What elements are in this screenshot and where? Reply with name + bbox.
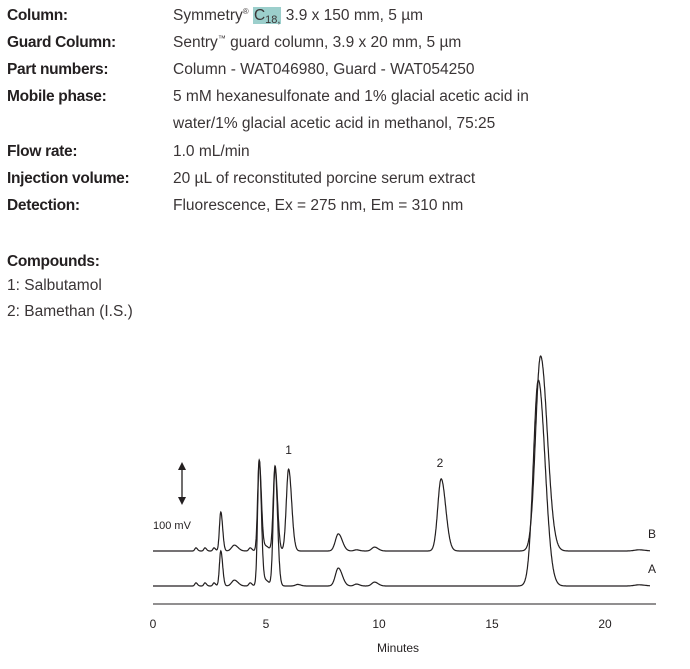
subscript: 18, <box>265 14 281 26</box>
series-label-b: B <box>648 527 656 541</box>
condition-value: Fluorescence, Ex = 275 nm, Em = 310 nm <box>173 197 464 214</box>
condition-value: Column - WAT046980, Guard - WAT054250 <box>173 61 475 78</box>
condition-label: Column: <box>7 7 68 24</box>
compound-item: 1: Salbutamol <box>7 277 102 294</box>
condition-label: Detection: <box>7 197 80 214</box>
condition-value: 5 mM hexanesulfonate and 1% glacial acet… <box>173 88 529 105</box>
series-label-a: A <box>648 562 656 576</box>
condition-label: Injection volume: <box>7 170 130 187</box>
condition-value: Sentry™ guard column, 3.9 x 20 mm, 5 µm <box>173 33 461 53</box>
scale-bar-label: 100 mV <box>153 520 192 532</box>
x-tick-label: 20 <box>598 617 612 631</box>
condition-label: Flow rate: <box>7 143 78 160</box>
highlighted-text: C18, <box>252 7 282 26</box>
trace-a <box>153 379 650 587</box>
x-axis-label: Minutes <box>377 641 419 655</box>
value-text: guard column, 3.9 x 20 mm, 5 µm <box>225 34 462 51</box>
value-text: Symmetry <box>173 7 243 24</box>
condition-label: Mobile phase: <box>7 88 107 105</box>
compound-item: 2: Bamethan (I.S.) <box>7 303 133 320</box>
condition-value-line2: water/1% glacial acetic acid in methanol… <box>173 115 496 132</box>
condition-value: Symmetry® C18, 3.9 x 150 mm, 5 µm <box>173 6 423 26</box>
trace-b <box>153 355 650 552</box>
condition-value: 20 µL of reconstituted porcine serum ext… <box>173 170 476 187</box>
arrow-down-icon <box>178 497 186 505</box>
peak-label-2: 2 <box>437 456 444 470</box>
condition-label: Part numbers: <box>7 61 109 78</box>
arrow-up-icon <box>178 462 186 470</box>
condition-label: Guard Column: <box>7 34 116 51</box>
x-tick-label: 10 <box>372 617 386 631</box>
registered-mark: ® <box>242 7 249 16</box>
value-text: C <box>253 7 266 24</box>
x-tick-label: 0 <box>150 617 157 631</box>
x-tick-label: 15 <box>485 617 499 631</box>
condition-value: 1.0 mL/min <box>173 143 250 160</box>
trademark: ™ <box>217 34 226 43</box>
value-text: Sentry <box>173 34 218 51</box>
x-tick-label: 5 <box>263 617 270 631</box>
scale-bar: 100 mV <box>153 462 192 532</box>
value-text: 3.9 x 150 mm, 5 µm <box>281 7 424 24</box>
peak-label-1: 1 <box>285 443 292 457</box>
compounds-title: Compounds: <box>7 253 100 270</box>
